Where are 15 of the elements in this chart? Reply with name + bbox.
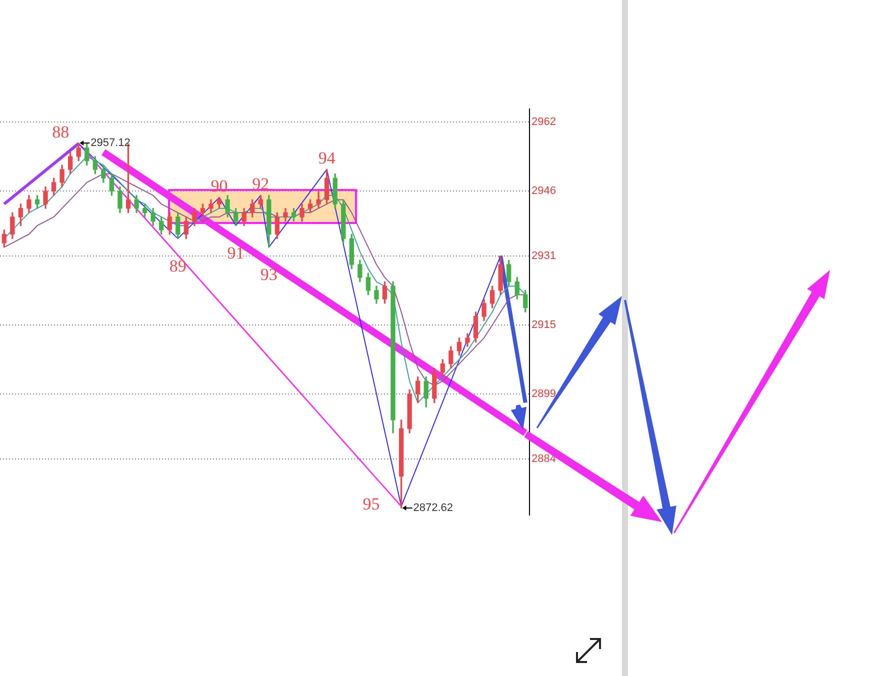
annotation: 88: [52, 122, 70, 142]
y-tick-label: 2931: [532, 250, 556, 262]
annotation: 2872.62: [413, 502, 454, 514]
y-tick-label: 2946: [532, 185, 556, 198]
annotation: 91: [227, 244, 244, 263]
y-tick-label: 2962: [532, 116, 556, 128]
annotation: 92: [252, 174, 270, 194]
annotation: 94: [318, 148, 336, 168]
annotation: 93: [260, 265, 278, 284]
annotation: 2957.12: [90, 137, 130, 150]
y-tick-label: 2899: [532, 388, 556, 400]
y-tick-label: 2915: [532, 318, 556, 331]
annotation: 89: [169, 256, 186, 276]
annotation: 95: [362, 494, 380, 514]
y-tick-label: 2884: [532, 452, 556, 465]
